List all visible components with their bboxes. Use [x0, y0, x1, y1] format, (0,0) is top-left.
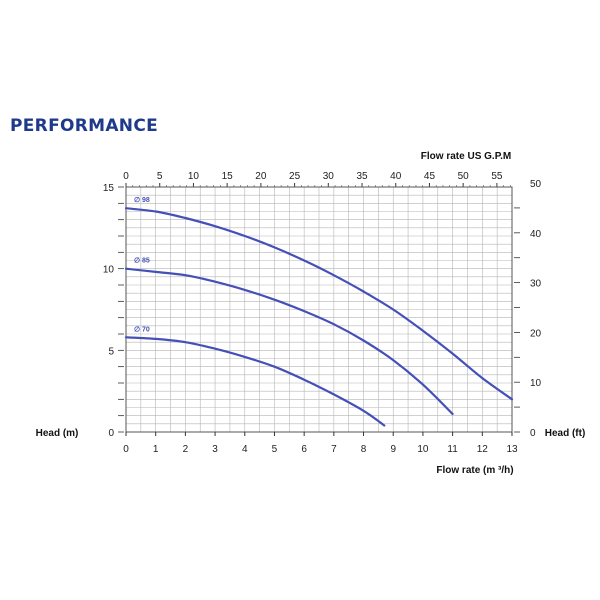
bottom-tick-label: 12	[477, 444, 489, 455]
bottom-tick-label: 2	[183, 444, 189, 455]
curve-1	[124, 207, 514, 401]
bottom-tick-label: 11	[447, 444, 458, 455]
bottom-tick-label: 3	[212, 444, 218, 455]
top-tick-label: 30	[323, 171, 335, 182]
top-tick-label: 35	[356, 171, 368, 182]
left-tick-label: 5	[108, 346, 114, 357]
bottom-tick-label: 13	[506, 444, 518, 455]
right-tick-label: 0	[530, 428, 536, 439]
right-axis-title: Head (ft)	[545, 428, 586, 439]
bottom-tick-label: 1	[153, 444, 159, 455]
top-tick-label: 10	[188, 171, 200, 182]
top-tick-label: 55	[491, 171, 503, 182]
left-tick-label: 15	[103, 183, 115, 194]
left-tick-label: 10	[103, 265, 115, 276]
bottom-tick-label: 8	[361, 444, 367, 455]
curve-3	[124, 336, 386, 427]
curve-label-1: ∅ 98	[134, 196, 150, 204]
top-axis-title: Flow rate US G.P.M	[421, 151, 511, 162]
top-tick-label: 40	[390, 171, 402, 182]
right-tick-label: 30	[530, 279, 542, 290]
right-tick-label: 50	[530, 179, 542, 190]
left-axis-title: Head (m)	[36, 428, 79, 439]
right-tick-label: 40	[530, 229, 542, 240]
plot-border	[125, 186, 513, 433]
right-tick-label: 10	[530, 378, 542, 389]
bottom-tick-label: 4	[242, 444, 248, 455]
top-tick-label: 50	[458, 171, 470, 182]
chart-frame	[118, 183, 520, 436]
chart-grid	[125, 186, 513, 433]
top-tick-label: 5	[157, 171, 163, 182]
bottom-tick-label: 6	[301, 444, 307, 455]
left-tick-label: 0	[108, 428, 114, 439]
top-tick-label: 45	[424, 171, 436, 182]
bottom-tick-label: 7	[331, 444, 337, 455]
right-tick-label: 20	[530, 328, 542, 339]
top-tick-label: 15	[222, 171, 234, 182]
bottom-tick-label: 9	[390, 444, 396, 455]
chart-labels: 0 1 2 3 4 5 6 7 8 9 10 11 12 130 5 10 15 20 25 30 35 40 45 50 55…	[103, 171, 542, 455]
curve-label-3: ∅ 70	[134, 325, 150, 333]
top-tick-label: 25	[289, 171, 301, 182]
bottom-tick-label: 5	[272, 444, 278, 455]
top-tick-label: 20	[255, 171, 267, 182]
top-tick-label: 0	[123, 171, 129, 182]
curve-2	[124, 267, 454, 416]
chart-curves	[124, 207, 514, 427]
performance-heading: PERFORMANCE	[10, 116, 159, 136]
curve-label-2: ∅ 85	[134, 257, 150, 265]
bottom-axis-title: Flow rate (m ³/h)	[436, 465, 513, 476]
bottom-tick-label: 10	[417, 444, 429, 455]
bottom-tick-label: 0	[123, 444, 129, 455]
